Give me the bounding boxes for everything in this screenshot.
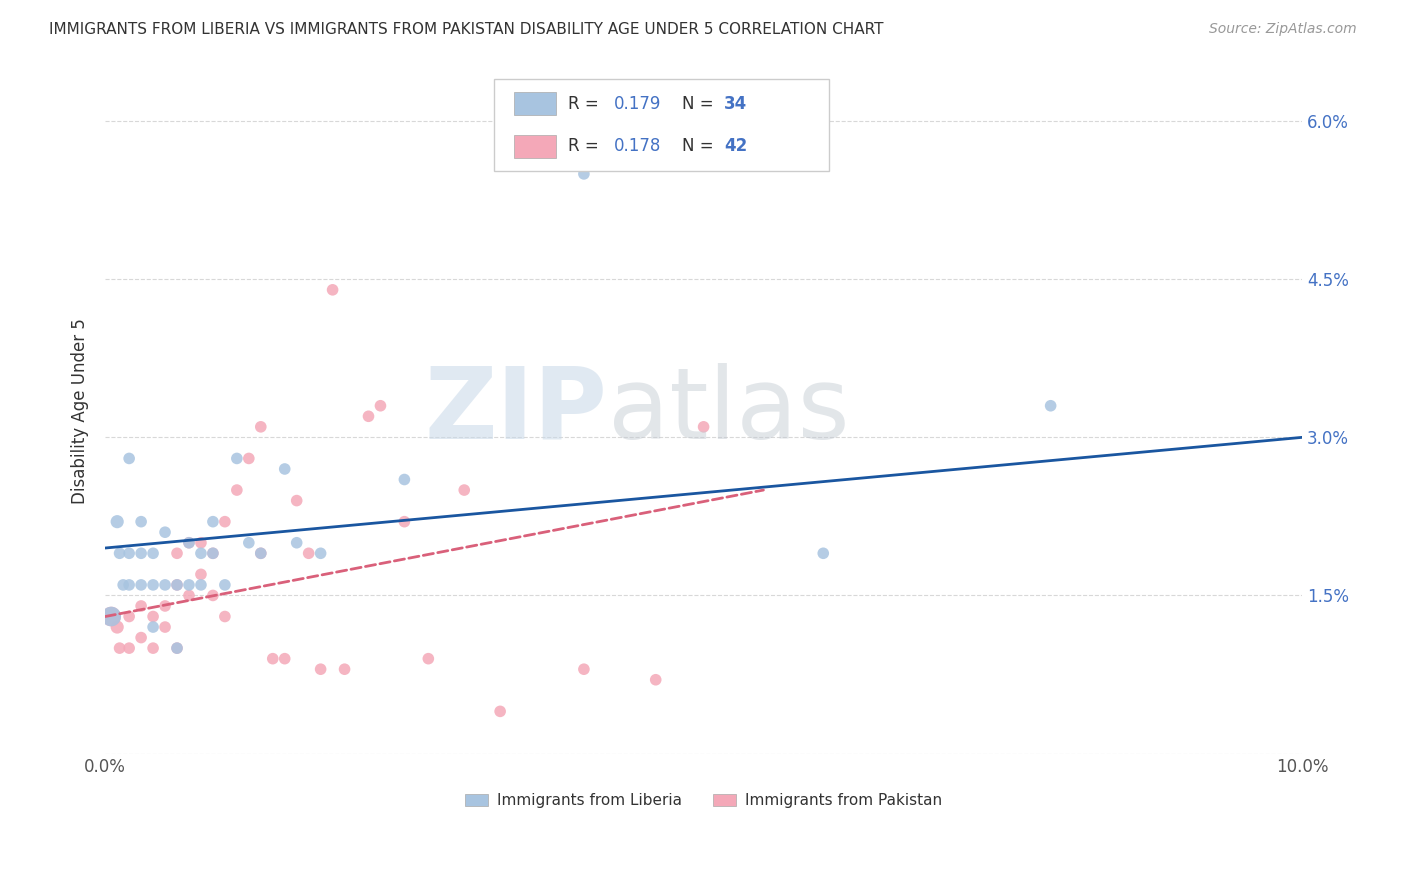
Point xyxy=(249,546,271,560)
Point xyxy=(166,546,188,560)
Point xyxy=(225,451,247,466)
Point xyxy=(105,620,128,634)
Point xyxy=(153,525,176,540)
Point xyxy=(274,462,297,476)
Point xyxy=(153,599,176,613)
Point xyxy=(285,493,308,508)
Point xyxy=(129,515,152,529)
Point xyxy=(322,283,344,297)
Point xyxy=(100,609,122,624)
Bar xyxy=(515,135,557,158)
Point xyxy=(644,673,666,687)
Point xyxy=(142,578,165,592)
Point xyxy=(357,409,380,424)
Text: 0.178: 0.178 xyxy=(614,137,661,155)
Point xyxy=(142,641,165,656)
Point xyxy=(166,578,188,592)
Point xyxy=(370,399,392,413)
Point xyxy=(214,515,236,529)
Point xyxy=(225,483,247,497)
Point xyxy=(201,589,224,603)
Point xyxy=(166,578,188,592)
Text: 42: 42 xyxy=(724,137,747,155)
Point xyxy=(572,662,595,676)
Point xyxy=(190,535,212,549)
Point xyxy=(692,420,714,434)
Text: R =: R = xyxy=(568,95,605,112)
Point xyxy=(118,546,141,560)
Text: atlas: atlas xyxy=(607,362,849,459)
Point xyxy=(309,546,332,560)
Text: IMMIGRANTS FROM LIBERIA VS IMMIGRANTS FROM PAKISTAN DISABILITY AGE UNDER 5 CORRE: IMMIGRANTS FROM LIBERIA VS IMMIGRANTS FR… xyxy=(49,22,884,37)
Point xyxy=(489,704,512,718)
Point xyxy=(177,535,200,549)
Point xyxy=(118,609,141,624)
Point xyxy=(142,546,165,560)
Text: ZIP: ZIP xyxy=(425,362,607,459)
Text: Source: ZipAtlas.com: Source: ZipAtlas.com xyxy=(1209,22,1357,37)
Point xyxy=(100,609,122,624)
Point xyxy=(249,546,271,560)
Point xyxy=(201,546,224,560)
Point xyxy=(1039,399,1062,413)
Point xyxy=(238,451,260,466)
Point xyxy=(813,546,835,560)
FancyBboxPatch shape xyxy=(494,78,830,171)
Point xyxy=(108,546,131,560)
Point xyxy=(190,578,212,592)
Point xyxy=(394,473,416,487)
Text: 34: 34 xyxy=(724,95,747,112)
Point xyxy=(309,662,332,676)
Point xyxy=(177,535,200,549)
Point xyxy=(572,167,595,181)
Point xyxy=(249,420,271,434)
Point xyxy=(394,515,416,529)
Point xyxy=(142,620,165,634)
Point xyxy=(129,546,152,560)
Point xyxy=(190,567,212,582)
Point xyxy=(333,662,356,676)
Legend: Immigrants from Liberia, Immigrants from Pakistan: Immigrants from Liberia, Immigrants from… xyxy=(458,787,948,814)
Point xyxy=(274,651,297,665)
Point xyxy=(214,609,236,624)
Point xyxy=(118,451,141,466)
Point xyxy=(285,535,308,549)
Y-axis label: Disability Age Under 5: Disability Age Under 5 xyxy=(72,318,89,504)
Point xyxy=(129,631,152,645)
Text: N =: N = xyxy=(682,137,718,155)
Point xyxy=(108,641,131,656)
Point xyxy=(105,515,128,529)
Text: R =: R = xyxy=(568,137,605,155)
Point xyxy=(214,578,236,592)
Point xyxy=(166,641,188,656)
Text: 0.179: 0.179 xyxy=(614,95,661,112)
Text: N =: N = xyxy=(682,95,718,112)
Bar xyxy=(515,92,557,115)
Point xyxy=(418,651,440,665)
Point xyxy=(153,578,176,592)
Point xyxy=(238,535,260,549)
Point xyxy=(201,515,224,529)
Point xyxy=(142,609,165,624)
Point xyxy=(118,578,141,592)
Point xyxy=(177,578,200,592)
Point xyxy=(129,599,152,613)
Point xyxy=(453,483,475,497)
Point xyxy=(166,641,188,656)
Point xyxy=(262,651,284,665)
Point xyxy=(298,546,321,560)
Point xyxy=(177,589,200,603)
Point xyxy=(201,546,224,560)
Point xyxy=(129,578,152,592)
Point xyxy=(118,641,141,656)
Point xyxy=(112,578,135,592)
Point xyxy=(190,546,212,560)
Point xyxy=(153,620,176,634)
